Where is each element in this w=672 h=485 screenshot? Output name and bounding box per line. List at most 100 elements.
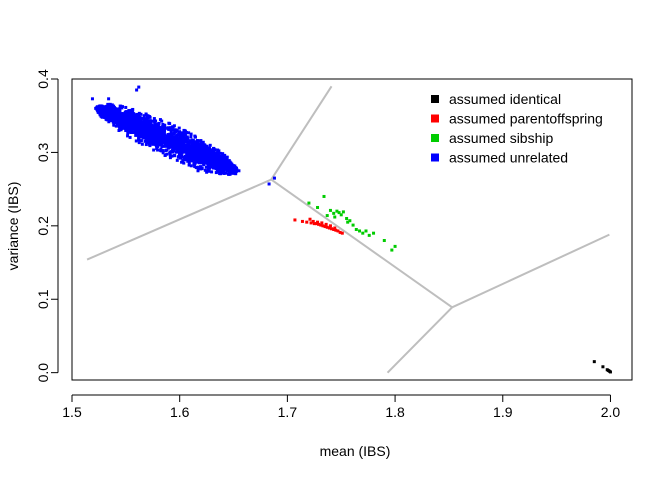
unrelated-point xyxy=(138,119,142,123)
assumed-sibship-point xyxy=(372,231,376,235)
assumed-unrelated-point xyxy=(219,159,223,163)
unrelated-point xyxy=(193,142,197,146)
unrelated-point xyxy=(187,161,191,165)
unrelated-point xyxy=(136,115,140,119)
unrelated-point xyxy=(182,158,186,162)
unrelated-point xyxy=(132,130,136,134)
unrelated-point xyxy=(172,135,176,139)
unrelated-point xyxy=(183,133,187,137)
unrelated-point xyxy=(177,141,181,145)
unrelated-point xyxy=(138,135,142,139)
unrelated-point xyxy=(143,139,147,143)
unrelated-point xyxy=(196,165,200,169)
unrelated-point xyxy=(185,135,189,139)
unrelated-point xyxy=(98,108,102,112)
unrelated-point xyxy=(177,126,181,130)
unrelated-point xyxy=(155,125,159,129)
unrelated-point xyxy=(103,116,107,120)
legend-label: assumed sibship xyxy=(449,130,553,146)
unrelated-point xyxy=(185,152,189,156)
unrelated-point xyxy=(123,122,127,126)
assumed-parentoffspring-point xyxy=(319,223,323,227)
unrelated-point xyxy=(157,134,161,138)
unrelated-point xyxy=(166,144,170,148)
unrelated-point xyxy=(211,156,215,160)
unrelated-point xyxy=(170,132,174,136)
unrelated-point xyxy=(157,136,161,140)
y-tick-label: 0.3 xyxy=(35,142,51,162)
unrelated-point xyxy=(195,149,199,153)
unrelated-point xyxy=(157,126,161,130)
assumed-sibship-point xyxy=(335,209,339,213)
assumed-parentoffspring-point xyxy=(320,221,324,225)
unrelated-point xyxy=(197,161,201,165)
unrelated-point xyxy=(129,109,133,113)
unrelated-point xyxy=(151,119,155,123)
unrelated-point xyxy=(197,151,201,155)
unrelated-point xyxy=(134,139,138,143)
unrelated-point xyxy=(146,122,150,126)
unrelated-point xyxy=(192,161,196,165)
unrelated-point xyxy=(141,133,145,137)
unrelated-point xyxy=(211,164,215,168)
unrelated-point xyxy=(116,111,120,115)
unrelated-point xyxy=(188,153,192,157)
assumed-sibship-point xyxy=(351,223,355,227)
unrelated-point xyxy=(159,127,163,131)
assumed-sibship-point xyxy=(333,215,337,219)
unrelated-point xyxy=(233,168,237,172)
legend-swatch xyxy=(431,134,439,142)
unrelated-point xyxy=(154,123,158,127)
unrelated-point xyxy=(171,148,175,152)
unrelated-point xyxy=(151,128,155,132)
unrelated-point xyxy=(157,122,161,126)
assumed-parentoffspring-point xyxy=(327,226,331,230)
unrelated-point xyxy=(144,143,148,147)
unrelated-point xyxy=(159,148,163,152)
plot-frame xyxy=(71,78,633,381)
unrelated-point xyxy=(217,149,221,153)
boundary-line xyxy=(270,85,333,181)
unrelated-point xyxy=(189,156,193,160)
assumed-parentoffspring-point xyxy=(317,222,321,226)
unrelated-point xyxy=(232,166,236,170)
assumed-parentoffspring-point xyxy=(305,220,309,224)
unrelated-point xyxy=(207,150,211,154)
unrelated-point xyxy=(161,149,165,153)
unrelated-point xyxy=(143,122,147,126)
unrelated-point xyxy=(187,163,191,167)
unrelated-point xyxy=(214,171,218,175)
legend-swatch xyxy=(431,153,439,162)
x-tick-label: 1.5 xyxy=(62,404,82,420)
unrelated-point xyxy=(127,117,131,121)
unrelated-point xyxy=(128,130,132,134)
unrelated-point xyxy=(167,146,171,150)
unrelated-point xyxy=(117,114,121,118)
unrelated-point xyxy=(146,140,150,144)
unrelated-point xyxy=(190,144,194,148)
unrelated-point xyxy=(170,154,174,158)
x-tick-label: 1.8 xyxy=(385,404,405,420)
unrelated-point xyxy=(196,156,200,160)
assumed-unrelated-point xyxy=(229,168,233,172)
unrelated-point xyxy=(118,125,122,129)
unrelated-point xyxy=(151,132,155,136)
legend-swatch xyxy=(431,95,439,103)
unrelated-point xyxy=(135,131,139,135)
unrelated-point xyxy=(152,117,156,121)
unrelated-point xyxy=(169,129,173,133)
unrelated-point xyxy=(168,156,172,160)
unrelated-point xyxy=(224,157,228,161)
unrelated-point xyxy=(131,123,135,127)
unrelated-point xyxy=(198,149,202,153)
unrelated-point xyxy=(127,129,131,133)
y-tick-label: 0.4 xyxy=(35,69,51,89)
assumed-parentoffspring-point xyxy=(333,226,337,230)
assumed-identical-point xyxy=(608,370,612,374)
unrelated-point xyxy=(173,154,177,158)
unrelated-point xyxy=(190,147,194,151)
unrelated-point xyxy=(225,169,229,173)
unrelated-point xyxy=(136,124,140,128)
unrelated-point xyxy=(126,134,130,138)
unrelated-point xyxy=(139,129,143,133)
